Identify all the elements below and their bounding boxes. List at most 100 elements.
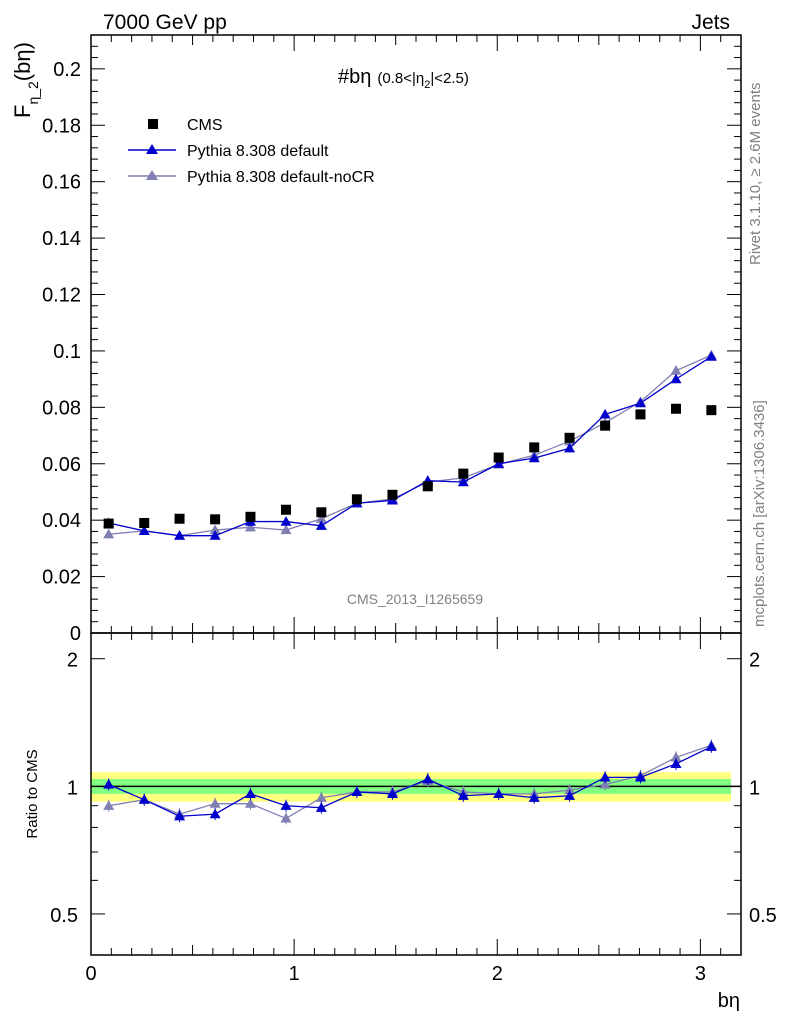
plot-title-sub-end: |<2.5) [430, 70, 469, 87]
upper-y-axis-label: Fη_2(bη) [10, 42, 41, 118]
upper-y-tick-label: 0.18 [42, 115, 81, 137]
lower-y-tick-label-right: 0.5 [749, 905, 777, 927]
upper-y-label-main: F [10, 105, 35, 118]
upper-plot-marks [103, 349, 717, 540]
plot-title-sub-index: 2 [424, 79, 430, 91]
ratio-point-default [670, 758, 682, 768]
lower-y-tick-label-left: 0.5 [50, 905, 78, 927]
ratio-point-default [422, 773, 434, 784]
upper-y-label-sub: η_2 [25, 81, 41, 105]
lower-axis-ticks: 0 1 2 3 0.5 0.5 1 1 2 2 [50, 633, 777, 985]
upper-point-cms [387, 489, 398, 500]
upper-point-cms [671, 403, 681, 414]
upper-y-tick-label: 0.02 [42, 567, 81, 589]
upper-point-nocr [244, 521, 256, 532]
upper-y-tick-label: 0.08 [42, 397, 81, 419]
x-tick-label: 3 [695, 963, 706, 985]
upper-point-cms [600, 420, 611, 431]
upper-point-cms [706, 405, 717, 416]
upper-y-tick-label: 0.04 [42, 510, 81, 532]
upper-line-nocr [108, 354, 712, 537]
upper-point-cms [351, 494, 362, 505]
ratio-point-default [138, 794, 150, 804]
x-tick-label: 0 [85, 963, 96, 985]
ratio-point-default [528, 792, 540, 802]
ratio-point-nocr [599, 778, 611, 789]
lower-plot-marks [103, 739, 717, 825]
upper-point-default [457, 476, 469, 487]
upper-point-cms [635, 409, 646, 420]
legend-marker-cms [148, 119, 158, 129]
upper-point-nocr [209, 524, 221, 535]
upper-y-tick-label: 0.2 [53, 59, 81, 81]
plot-title: #bη (0.8<|η2|<2.5) [338, 66, 469, 91]
ratio-point-default [244, 788, 256, 798]
upper-point-cms [458, 468, 469, 479]
ratio-point-nocr [244, 798, 256, 808]
ratio-point-nocr [670, 751, 682, 762]
upper-point-default [315, 520, 327, 530]
upper-y-tick-label: 0 [70, 623, 81, 645]
ratio-point-default [634, 771, 646, 782]
legend: CMS Pythia 8.308 default Pythia 8.308 de… [128, 117, 375, 186]
ratio-point-default [457, 790, 469, 800]
upper-y-tick-label: 0.12 [42, 285, 81, 307]
legend-label-default: Pythia 8.308 default [187, 143, 329, 160]
upper-point-cms [245, 511, 256, 522]
lower-y-tick-label-right: 2 [749, 650, 760, 672]
rivet-version-label: Rivet 3.1.10, ≥ 2.6M events [747, 83, 764, 266]
mcplots-reference-label: mcplots.cern.ch [arXiv:1306.3436] [751, 400, 768, 627]
upper-point-cms [564, 432, 575, 443]
ratio-point-default [705, 741, 717, 751]
upper-point-cms [281, 504, 291, 515]
legend-marker-nocr [146, 170, 158, 180]
ratio-point-default [280, 800, 292, 810]
ratio-point-nocr [315, 792, 327, 802]
upper-point-default [493, 458, 505, 468]
upper-point-default [138, 525, 150, 536]
upper-point-nocr [315, 513, 327, 523]
upper-point-cms [493, 452, 504, 463]
ratio-point-default [351, 786, 363, 797]
header-energy: 7000 GeV pp [103, 11, 227, 34]
ratio-point-default [103, 778, 115, 789]
ratio-point-default [599, 771, 611, 782]
upper-point-default [634, 397, 646, 408]
upper-point-cms [139, 517, 150, 528]
ratio-point-nocr [103, 800, 115, 810]
x-tick-label: 1 [289, 963, 300, 985]
upper-point-default [174, 530, 186, 540]
lower-y-tick-label-right: 1 [749, 777, 760, 799]
upper-y-label-end: (bη) [10, 42, 35, 81]
upper-point-cms [529, 442, 540, 453]
upper-point-cms [316, 507, 327, 518]
upper-axis-ticks: 0 0.02 0.04 0.06 0.08 0.1 0.12 0.14 0.16 0.18 0.2 [42, 34, 742, 645]
legend-label-nocr: Pythia 8.308 default-noCR [187, 169, 375, 186]
upper-point-cms [422, 481, 433, 492]
upper-point-default [528, 452, 540, 463]
lower-plot-frame [90, 632, 742, 956]
upper-y-tick-label: 0.06 [42, 454, 81, 476]
analysis-watermark: CMS_2013_I1265659 [347, 591, 483, 607]
ratio-point-default [386, 788, 398, 798]
x-axis-label: bη [718, 990, 740, 1012]
lower-y-tick-label-left: 1 [67, 777, 78, 799]
upper-line-default [108, 356, 712, 537]
ratio-point-default [493, 788, 505, 798]
plot-title-sub: (0.8<|η [377, 70, 424, 87]
plot-title-main: #bη [338, 66, 371, 88]
upper-y-tick-label: 0.16 [42, 172, 81, 194]
upper-point-cms [210, 514, 221, 525]
upper-point-default [564, 442, 576, 453]
ratio-point-nocr [209, 798, 221, 808]
ratio-line-default [108, 746, 712, 817]
ratio-point-nocr [280, 812, 292, 823]
upper-point-cms [174, 513, 185, 524]
x-tick-label: 2 [492, 963, 503, 985]
ratio-point-default [315, 802, 327, 812]
upper-point-cms [103, 518, 114, 529]
ratio-point-nocr [564, 784, 576, 795]
ratio-point-default [209, 808, 221, 819]
ratio-point-default [564, 790, 576, 800]
